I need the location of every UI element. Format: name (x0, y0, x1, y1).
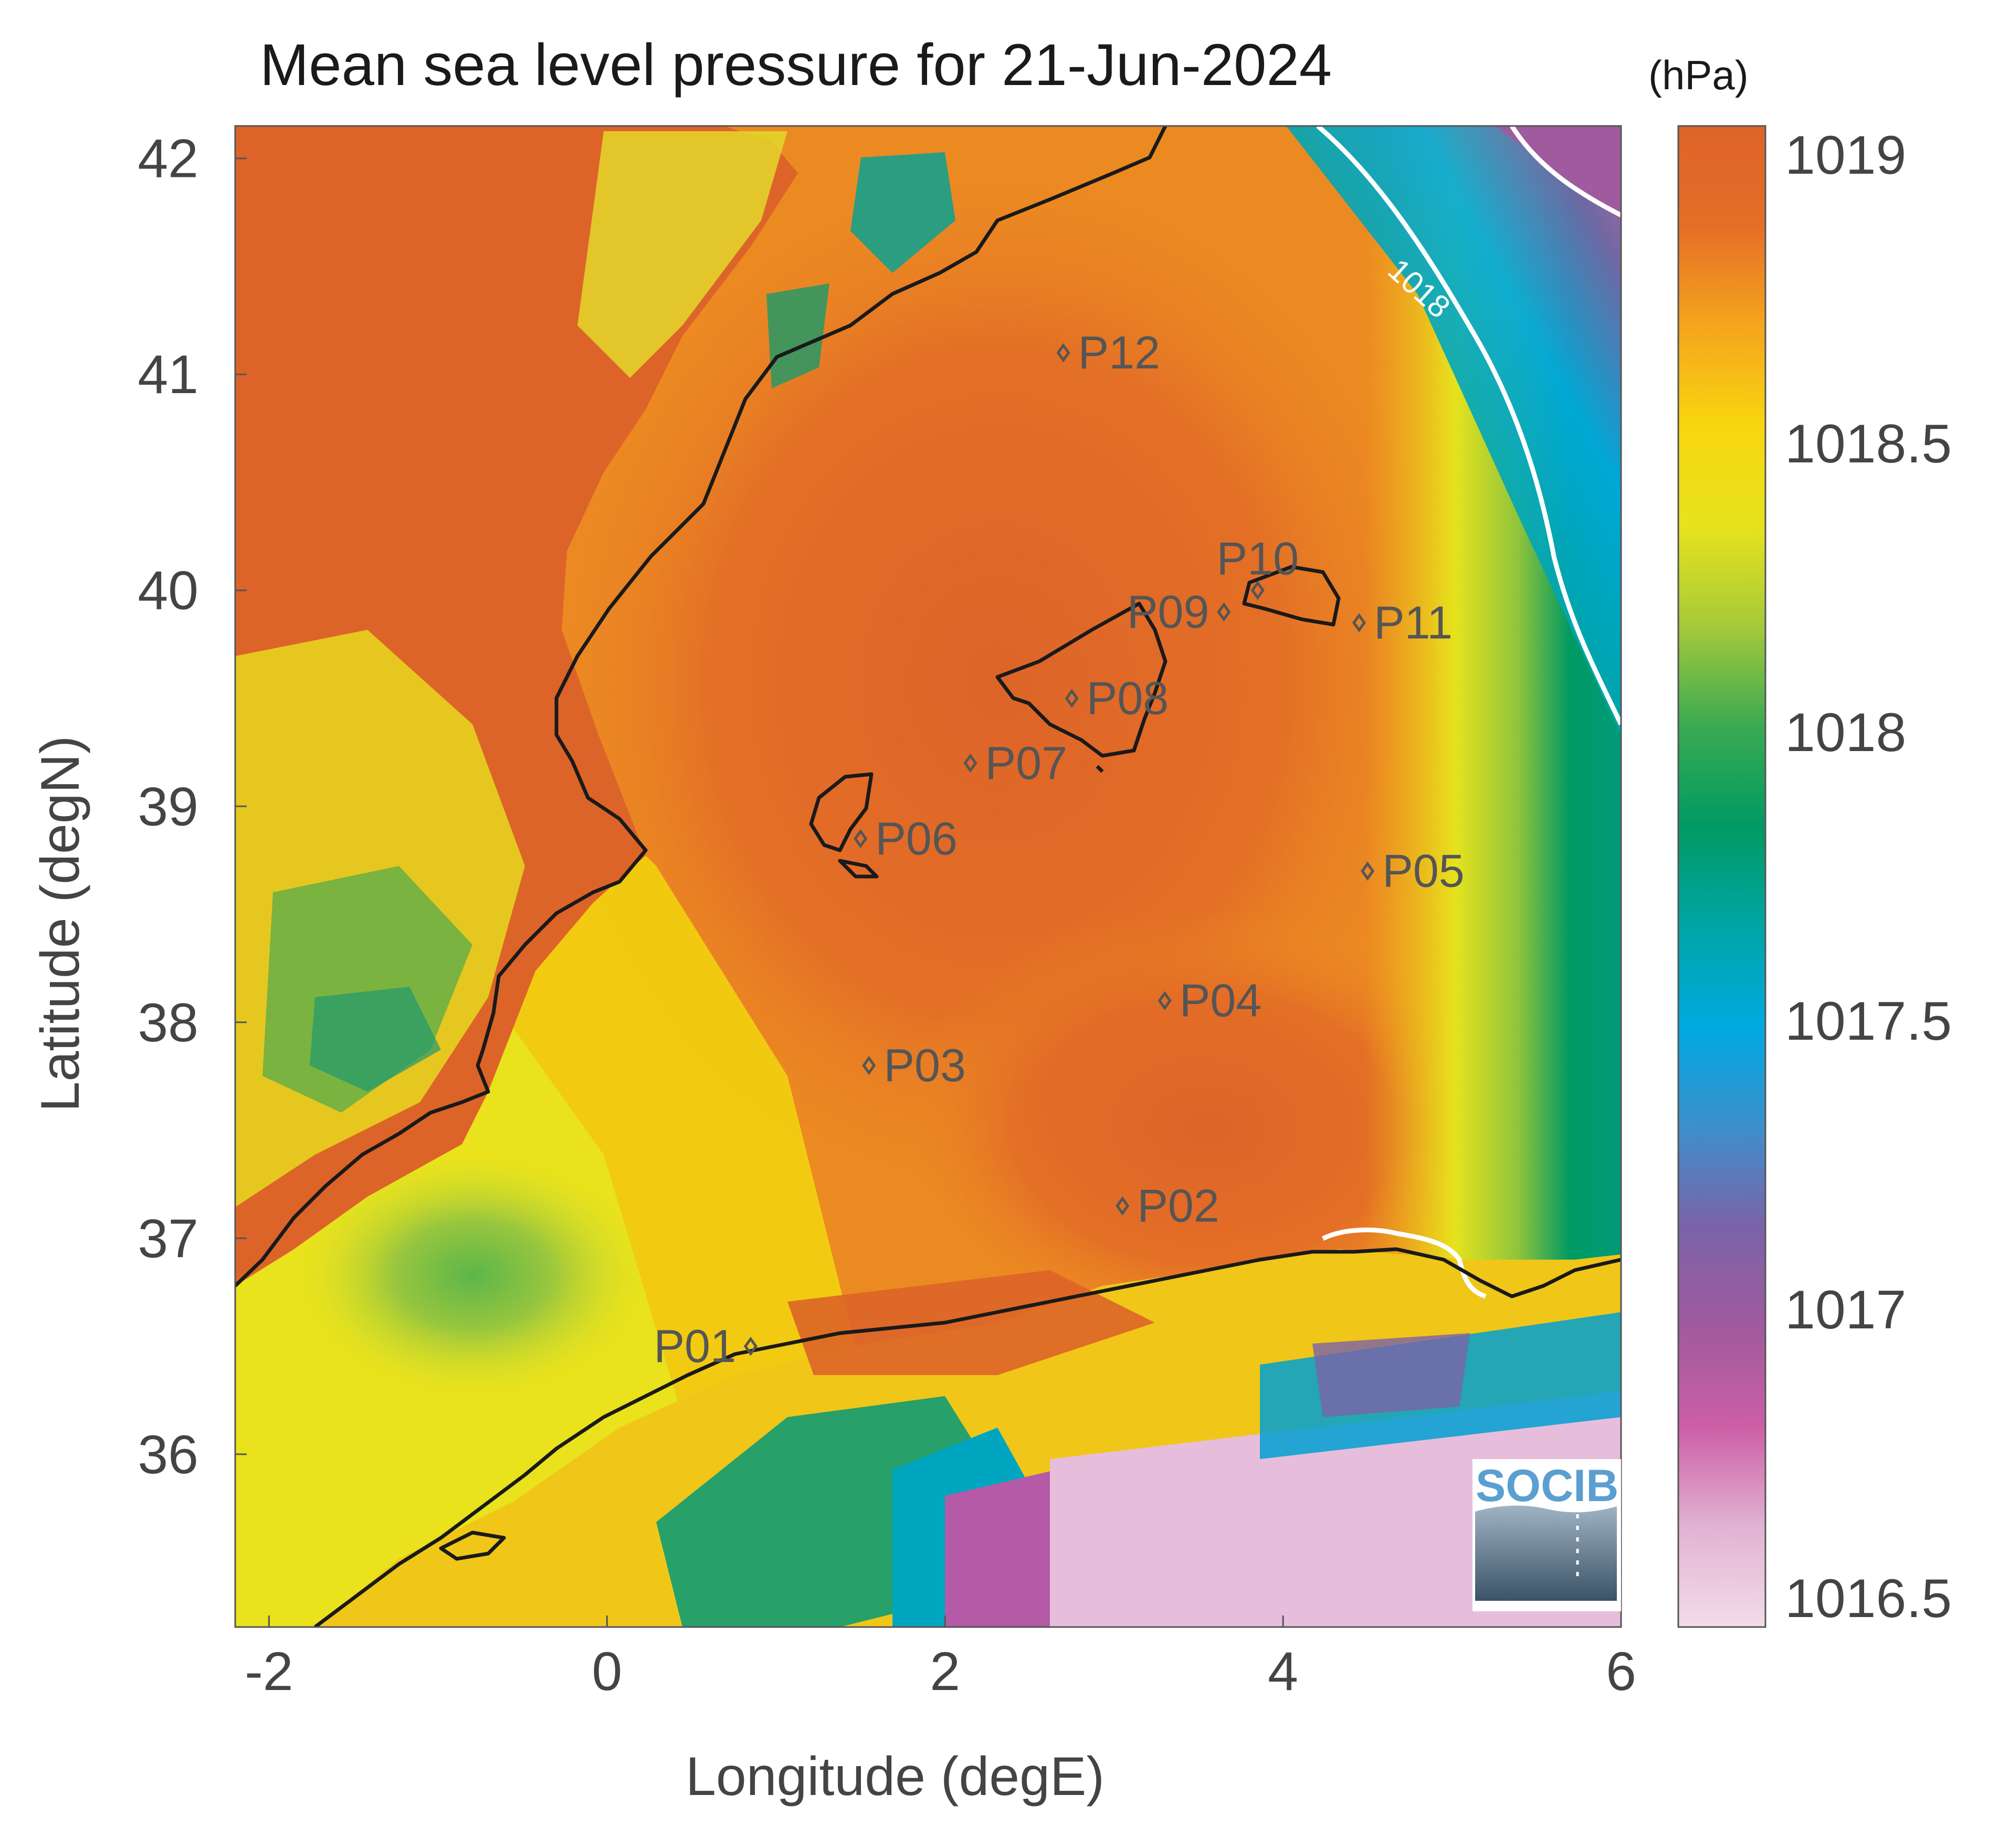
station-p07[interactable]: P07 (963, 737, 1067, 789)
station-p12[interactable]: P12 (1056, 326, 1161, 378)
colorbar-tick-label: 1018 (1785, 702, 1906, 763)
station-marker-icon (862, 1055, 876, 1075)
y-tick-label: 38 (138, 992, 198, 1053)
x-axis-ticks: -2 0 2 4 6 (245, 1615, 1636, 1702)
y-axis-ticks: 42 41 40 39 38 37 36 (138, 129, 247, 1485)
y-tick-label: 42 (138, 129, 198, 189)
station-p02[interactable]: P02 (1116, 1180, 1219, 1232)
y-tick-label: 37 (138, 1208, 198, 1269)
station-p08[interactable]: P08 (1065, 672, 1169, 724)
station-marker-icon (1158, 991, 1172, 1010)
station-p05[interactable]: P05 (1360, 845, 1465, 897)
station-p03[interactable]: P03 (862, 1039, 966, 1091)
y-tick-label: 36 (138, 1424, 198, 1485)
map-title: Mean sea level pressure for 21-Jun-2024 (260, 32, 1332, 98)
y-tick-label: 41 (138, 344, 198, 405)
x-axis-label: Longitude (degE) (686, 1746, 1105, 1807)
y-axis-label: Latitude (degN) (30, 736, 91, 1112)
station-marker-icon (963, 753, 977, 773)
station-label: P06 (875, 812, 958, 864)
station-marker-icon (1116, 1196, 1130, 1216)
station-label: P08 (1087, 672, 1169, 724)
y-tick-label: 40 (138, 561, 198, 621)
colorbar-ticks: 1019 1018.5 1018 1017.5 1017 1016.5 (1755, 125, 1952, 1629)
station-marker-icon (1065, 689, 1079, 708)
colorbar (1677, 125, 1766, 1628)
station-p11[interactable]: P11 (1352, 596, 1453, 648)
station-marker-icon (1056, 343, 1070, 363)
station-label: P03 (883, 1039, 966, 1091)
station-label: P01 (654, 1320, 736, 1372)
pressure-field: 1018 (235, 126, 1621, 1627)
station-p06[interactable]: P06 (854, 812, 958, 864)
station-marker-icon (1360, 861, 1375, 881)
y-tick-label: 39 (138, 776, 198, 837)
map-frame (234, 125, 1622, 1628)
station-label: P12 (1078, 326, 1161, 378)
station-label: P11 (1374, 596, 1453, 648)
x-tick-label: -2 (245, 1641, 293, 1702)
station-marker-icon (743, 1336, 758, 1356)
station-p04[interactable]: P04 (1158, 975, 1262, 1027)
station-label: P07 (985, 737, 1067, 789)
station-marker-icon (854, 829, 868, 849)
socib-logo: SOCIB (1472, 1459, 1621, 1611)
station-marker-icon (1250, 580, 1265, 600)
coastline (235, 126, 1621, 1627)
colorbar-units: (hPa) (1648, 52, 1749, 98)
colorbar-tick-label: 1017 (1785, 1280, 1906, 1340)
station-label: P09 (1127, 586, 1209, 638)
station-label: P02 (1137, 1180, 1219, 1232)
x-tick-label: 6 (1606, 1641, 1636, 1702)
station-label: P04 (1180, 975, 1262, 1027)
station-p01[interactable]: P01 (654, 1320, 758, 1372)
station-marker-icon (1217, 602, 1231, 622)
colorbar-tick-label: 1019 (1785, 125, 1906, 186)
colorbar-tick-label: 1018.5 (1785, 414, 1952, 474)
colorbar-tick-label: 1017.5 (1785, 991, 1952, 1052)
x-tick-label: 2 (930, 1641, 960, 1702)
x-tick-label: 4 (1268, 1641, 1298, 1702)
colorbar-tick-label: 1016.5 (1785, 1568, 1952, 1629)
x-tick-label: 0 (592, 1641, 622, 1702)
station-p09[interactable]: P09 (1127, 586, 1231, 638)
station-label: P10 (1217, 533, 1299, 585)
socib-logo-text: SOCIB (1476, 1461, 1618, 1511)
station-label: P05 (1382, 845, 1465, 897)
station-p10[interactable]: P10 (1217, 533, 1299, 600)
station-marker-icon (1352, 613, 1366, 632)
